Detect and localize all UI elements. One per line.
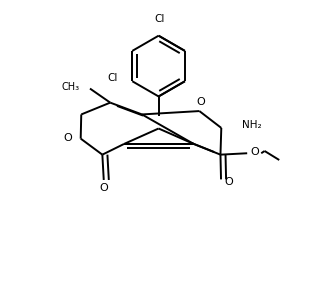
Text: O: O xyxy=(63,133,72,143)
Text: Cl: Cl xyxy=(154,14,164,24)
Text: NH₂: NH₂ xyxy=(242,120,261,130)
Text: O: O xyxy=(225,177,233,187)
Text: O: O xyxy=(196,97,205,107)
Text: CH₃: CH₃ xyxy=(62,82,80,92)
Text: O: O xyxy=(100,183,108,193)
Text: O: O xyxy=(250,147,259,157)
Text: Cl: Cl xyxy=(108,74,118,83)
